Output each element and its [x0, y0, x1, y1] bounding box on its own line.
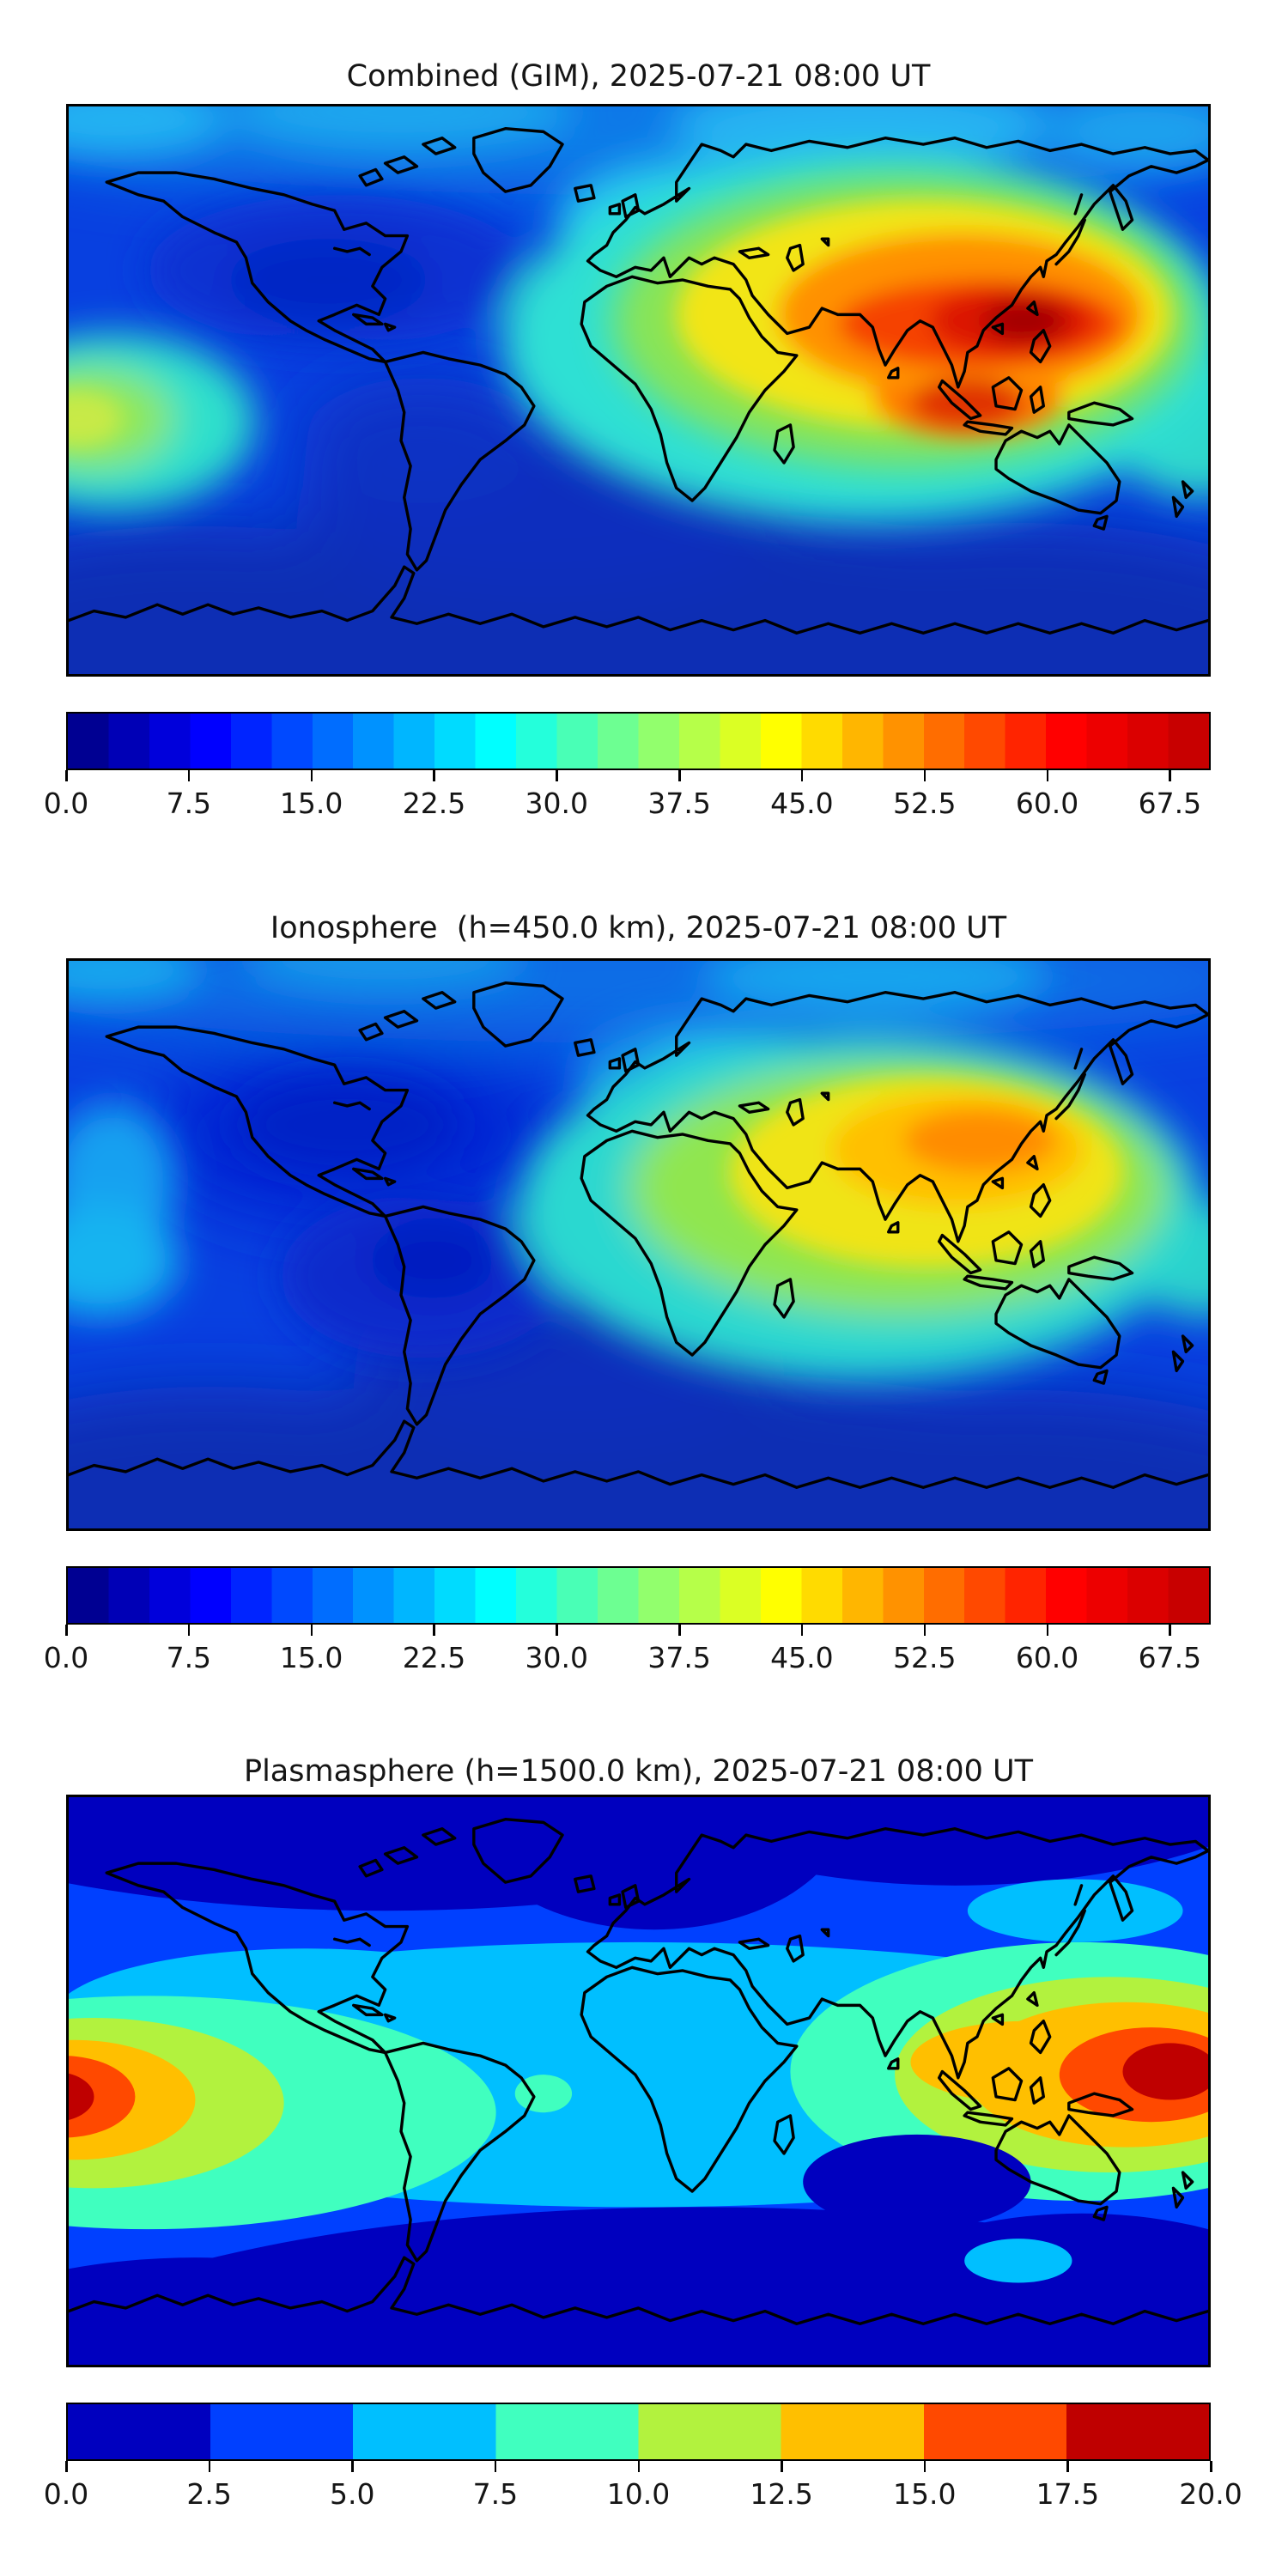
colorbar-tick-label: 60.0	[1015, 1641, 1079, 1674]
colorbar-tick-label: 52.5	[893, 787, 957, 820]
colorbar-tick-label: 7.5	[166, 1641, 212, 1674]
colorbar-labels: 0.0 2.5 5.0 7.5 10.0 12.5 15.0 17.5 20.0	[44, 2476, 1242, 2512]
colorbar-tick-label: 45.0	[770, 1641, 834, 1674]
colorbar-tick	[351, 2461, 354, 2472]
map-combined-gim	[66, 104, 1211, 677]
colorbar-tick	[187, 770, 191, 781]
colorbar-tick-label: 37.5	[647, 1641, 711, 1674]
map-plasmasphere	[66, 1795, 1211, 2367]
colorbar-tick	[433, 770, 435, 781]
colorbar-tick	[208, 2461, 211, 2472]
colorbar-ticks	[65, 1625, 1211, 1637]
colorbar-tick-label: 37.5	[647, 787, 711, 820]
colorbar-tick	[800, 1625, 804, 1636]
colorbar-tick-label: 67.5	[1138, 787, 1202, 820]
tec-map-plasmasphere	[69, 1797, 1208, 2365]
colorbar-tick	[637, 2461, 640, 2472]
colorbar-tick	[1066, 2461, 1069, 2472]
colorbar-tick-label: 0.0	[43, 787, 89, 820]
colorbar-tick-label: 0.0	[43, 2477, 89, 2511]
colorbar-tick	[678, 770, 681, 781]
colorbar-tick-label: 15.0	[279, 1641, 343, 1674]
colorbar-tick	[1210, 2461, 1212, 2472]
figure-title: Combined (GIM), 2025-07-21 08:00 UT	[346, 59, 931, 94]
colorbar-tick	[781, 2461, 783, 2472]
colorbar-tick-label: 17.5	[1036, 2477, 1100, 2511]
colorbar-tick-label: 45.0	[770, 787, 834, 820]
colorbar-tick	[310, 770, 313, 781]
figure-title: Ionosphere (h=450.0 km), 2025-07-21 08:0…	[270, 911, 1007, 945]
colorbar-tick	[1169, 1625, 1171, 1636]
colorbar-tick-label: 67.5	[1138, 1641, 1202, 1674]
colorbar-tick-label: 0.0	[43, 1641, 89, 1674]
colorbar-ticks	[65, 770, 1211, 782]
colorbar-tick-label: 2.5	[186, 2477, 232, 2511]
colorbar-tick-label: 15.0	[279, 787, 343, 820]
map-ionosphere	[66, 958, 1211, 1531]
colorbar-labels: 0.0 7.5 15.0 22.5 30.0 37.5 45.0 52.5 60.0 67.5	[44, 1640, 1211, 1676]
colorbar-tick-label: 12.5	[750, 2477, 813, 2511]
colorbar-tick-label: 30.0	[525, 1641, 589, 1674]
colorbar-tick	[1169, 770, 1171, 781]
tec-map-combined	[69, 106, 1208, 674]
colorbar-tick	[65, 770, 68, 781]
colorbar-tick	[556, 1625, 558, 1636]
colorbar-tick	[65, 2461, 68, 2472]
colorbar-tick	[187, 1625, 191, 1636]
colorbar-tick-label: 7.5	[166, 787, 212, 820]
colorbar-tick-label: 15.0	[893, 2477, 957, 2511]
colorbar-tick-label: 30.0	[525, 787, 589, 820]
colorbar-tick-label: 22.5	[402, 1641, 466, 1674]
colorbar-tick-label: 22.5	[402, 787, 466, 820]
colorbar-tick	[923, 1625, 927, 1636]
colorbar-tick-label: 7.5	[472, 2477, 519, 2511]
tec-map-ionosphere	[69, 961, 1208, 1528]
colorbar-bar	[66, 2403, 1211, 2461]
colorbar-tick-label: 60.0	[1015, 787, 1079, 820]
colorbar-tick-label: 52.5	[893, 1641, 957, 1674]
colorbar-tick	[1046, 770, 1049, 781]
colorbar-tick	[923, 770, 927, 781]
colorbar-tick	[310, 1625, 313, 1636]
colorbar-tick	[556, 770, 558, 781]
colorbar-tick	[494, 2461, 497, 2472]
colorbar-tick-label: 10.0	[606, 2477, 671, 2511]
colorbar-tick	[65, 1625, 68, 1636]
figure-title: Plasmasphere (h=1500.0 km), 2025-07-21 0…	[243, 1754, 1034, 1789]
colorbar-tick	[433, 1625, 435, 1636]
colorbar-tick	[923, 2461, 927, 2472]
colorbar-bar	[66, 1566, 1211, 1625]
colorbar-bar	[66, 712, 1211, 770]
colorbar-tick-label: 20.0	[1179, 2477, 1242, 2511]
colorbar-tick	[678, 1625, 681, 1636]
colorbar-labels: 0.0 7.5 15.0 22.5 30.0 37.5 45.0 52.5 60.0 67.5	[44, 786, 1211, 822]
colorbar-tick	[800, 770, 804, 781]
colorbar-tick-label: 5.0	[330, 2477, 375, 2511]
colorbar-tick	[1046, 1625, 1049, 1636]
colorbar-ticks	[65, 2461, 1212, 2473]
